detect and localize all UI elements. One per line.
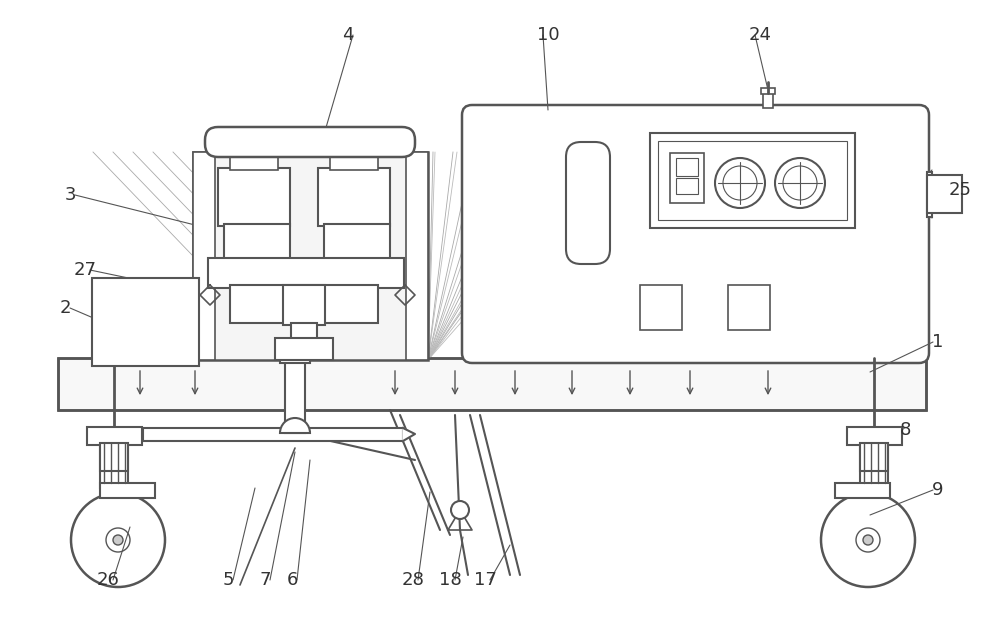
Text: 28: 28	[402, 571, 424, 589]
Bar	[100, 443, 128, 471]
Bar	[927, 175, 962, 213]
Text: 3: 3	[64, 186, 76, 204]
Text: 9: 9	[932, 481, 944, 499]
Bar	[230, 157, 278, 170]
Text: 1: 1	[932, 333, 944, 351]
Text: 6: 6	[286, 571, 298, 589]
Bar	[193, 152, 428, 360]
Bar	[100, 483, 155, 498]
Text: 10: 10	[537, 26, 559, 44]
Wedge shape	[280, 418, 310, 433]
Text: 26: 26	[97, 571, 119, 589]
Circle shape	[113, 535, 123, 545]
Bar	[761, 88, 775, 94]
Bar	[58, 358, 926, 410]
Bar	[406, 152, 428, 360]
Text: 4: 4	[342, 26, 354, 44]
Bar	[640, 285, 682, 330]
Text: 25: 25	[948, 181, 972, 199]
Bar	[283, 285, 325, 325]
Circle shape	[71, 493, 165, 587]
Bar	[676, 158, 698, 176]
Bar	[275, 338, 333, 360]
Bar	[728, 285, 770, 330]
Bar	[87, 427, 142, 445]
Bar	[143, 428, 403, 441]
Bar	[208, 258, 404, 288]
Bar	[280, 355, 310, 363]
Bar	[330, 157, 378, 170]
Bar	[224, 224, 290, 259]
Bar	[285, 358, 305, 433]
Polygon shape	[403, 428, 415, 441]
Bar	[670, 153, 704, 203]
Bar	[927, 172, 932, 217]
Text: 18: 18	[439, 571, 461, 589]
Bar	[92, 278, 199, 366]
Bar	[847, 427, 902, 445]
Bar	[318, 168, 390, 226]
Bar	[676, 178, 698, 194]
Text: 8: 8	[899, 421, 911, 439]
Circle shape	[451, 501, 469, 519]
Circle shape	[715, 158, 765, 208]
Text: 24: 24	[748, 26, 772, 44]
Text: 7: 7	[259, 571, 271, 589]
FancyBboxPatch shape	[462, 105, 929, 363]
Circle shape	[775, 158, 825, 208]
Bar	[324, 224, 390, 259]
Bar	[230, 285, 378, 323]
Bar	[291, 323, 317, 343]
Bar	[100, 443, 128, 488]
FancyBboxPatch shape	[205, 127, 415, 157]
Text: 5: 5	[222, 571, 234, 589]
Bar	[193, 152, 215, 360]
Circle shape	[863, 535, 873, 545]
Bar	[658, 141, 847, 220]
Text: 27: 27	[74, 261, 96, 279]
Bar	[58, 358, 926, 410]
Bar	[860, 443, 888, 488]
Text: 17: 17	[474, 571, 496, 589]
Bar	[763, 92, 773, 108]
Bar	[860, 443, 888, 471]
Bar	[650, 133, 855, 228]
Circle shape	[821, 493, 915, 587]
Bar	[835, 483, 890, 498]
FancyBboxPatch shape	[566, 142, 610, 264]
Bar	[218, 168, 290, 226]
Text: 2: 2	[59, 299, 71, 317]
